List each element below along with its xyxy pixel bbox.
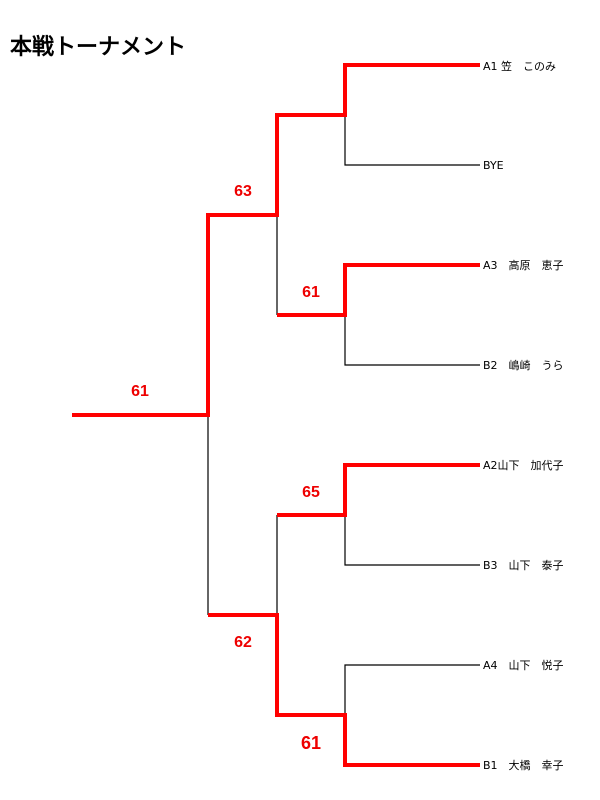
score: 61 <box>302 284 320 301</box>
player-name: A3 高原 恵子 <box>483 258 564 272</box>
score: 65 <box>302 484 320 501</box>
player-name: B3 山下 泰子 <box>483 558 564 572</box>
title: 本戦トーナメント <box>10 35 186 60</box>
score: 62 <box>234 634 252 651</box>
score: 61 <box>131 383 149 400</box>
player-name: BYE <box>483 159 504 172</box>
score: 61 <box>301 733 321 753</box>
player-name: B1 大橋 幸子 <box>483 758 564 772</box>
player-name: B2 嶋崎 うらら <box>483 358 575 372</box>
score: 63 <box>234 183 252 200</box>
player-name: A2山下 加代子 <box>483 459 564 472</box>
player-name: A4 山下 悦子 <box>483 658 564 672</box>
player-name: A1 笠 このみ <box>483 59 556 73</box>
bracket-lines <box>72 63 480 767</box>
